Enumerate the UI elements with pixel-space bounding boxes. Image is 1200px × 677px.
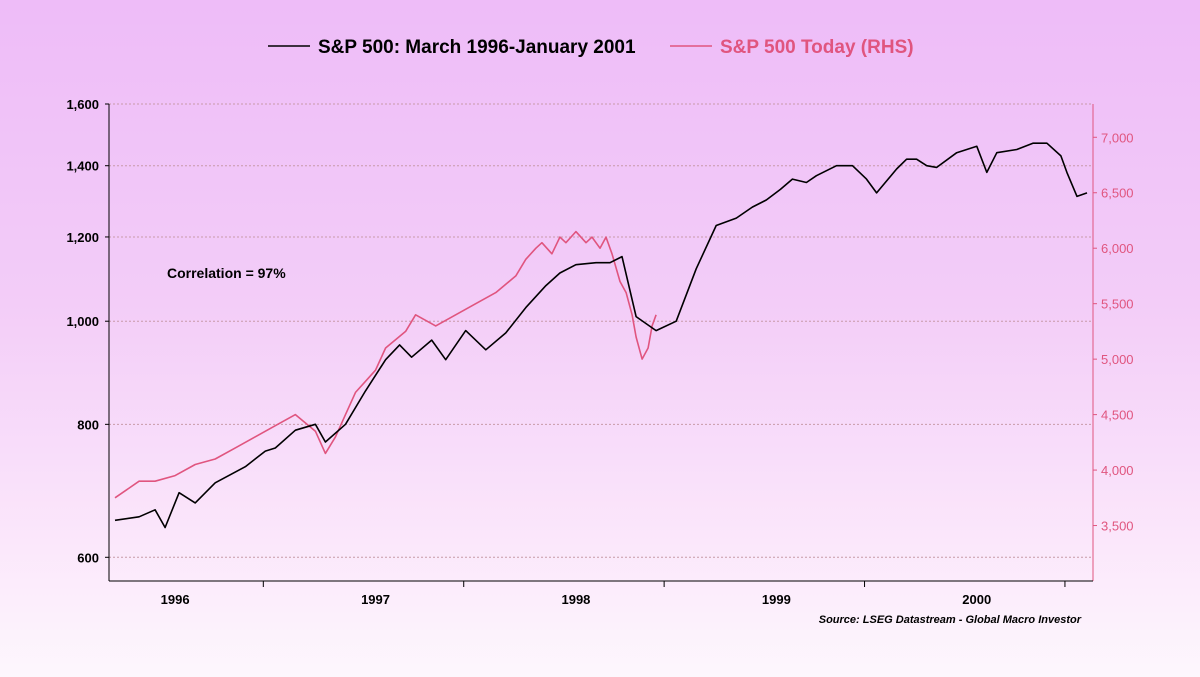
y-right-tick-label: 5,500: [1101, 297, 1134, 312]
y-left-tick-label: 1,600: [66, 97, 99, 112]
y-right-tick-label: 5,000: [1101, 352, 1134, 367]
x-tick-label: 1996: [161, 592, 190, 607]
gridlines: [109, 103, 1093, 558]
y-right-tick-label: 6,500: [1101, 186, 1134, 201]
x-tick-label: 1999: [762, 592, 791, 607]
y-left-tick-label: 600: [77, 550, 99, 565]
legend-label-sp500-today: S&P 500 Today (RHS): [720, 37, 914, 58]
legend: S&P 500: March 1996-January 2001 S&P 500…: [268, 37, 914, 58]
y-right-tick-label: 4,000: [1101, 463, 1134, 478]
series-line-sp500-today: [114, 230, 657, 499]
x-tick-label: 1997: [361, 592, 390, 607]
x-ticks: 1996 1997 1998 1999 2000: [161, 581, 1066, 607]
y-left-tick-label: 1,400: [66, 159, 99, 174]
y-right-tick-label: 3,500: [1101, 519, 1134, 534]
series-lines: [114, 142, 1088, 529]
y-left-tick-label: 1,200: [66, 230, 99, 245]
y-right-tick-label: 6,000: [1101, 241, 1134, 256]
correlation-annotation: Correlation = 97%: [167, 265, 286, 281]
x-tick-label: 2000: [962, 592, 991, 607]
y-left-tick-label: 1,000: [66, 314, 99, 329]
x-tick-label: 1998: [561, 592, 590, 607]
y-right-ticks: 3,500 4,000 4,500 5,000 5,500 6,000 6,500 7,000: [1093, 130, 1134, 534]
source-note: Source: LSEG Datastream - Global Macro I…: [819, 614, 1082, 626]
y-right-tick-label: 4,500: [1101, 408, 1134, 423]
legend-label-sp500-1996: S&P 500: March 1996-January 2001: [318, 37, 636, 58]
series-line-sp500-1996-2001: [114, 142, 1088, 529]
y-right-tick-label: 7,000: [1101, 130, 1134, 145]
y-left-ticks: 600 800 1,000 1,200 1,400 1,600: [66, 97, 109, 565]
y-left-tick-label: 800: [77, 417, 99, 432]
